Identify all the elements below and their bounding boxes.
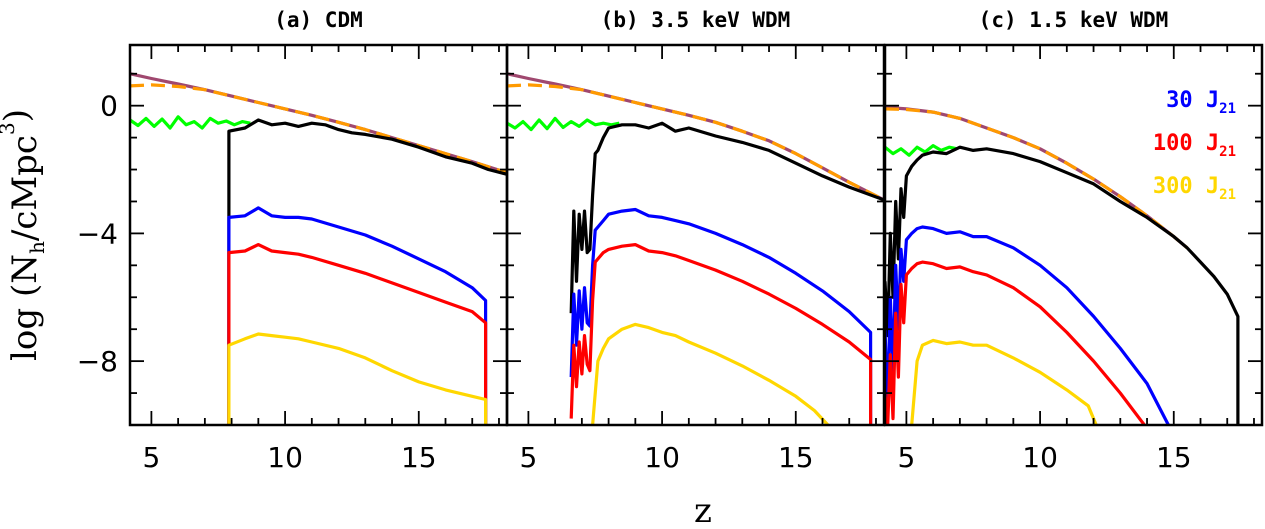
legend-label: 300 J bbox=[1153, 174, 1219, 199]
series-group bbox=[885, 105, 1240, 425]
series-line-black bbox=[227, 118, 507, 425]
x-tick-label: 10 bbox=[267, 441, 303, 474]
panel-frame bbox=[128, 43, 509, 427]
panel-frame bbox=[883, 43, 1264, 427]
y-axis-label: log (Nh/cMpc3) bbox=[0, 109, 49, 361]
series-line-j100 bbox=[569, 243, 873, 425]
y-axis-label-text: log (Nh/cMpc3) bbox=[0, 109, 49, 361]
panel-title: (a) CDM bbox=[274, 8, 363, 32]
x-tick-label: 10 bbox=[644, 441, 680, 474]
legend-entry: 100 J21 bbox=[1153, 131, 1236, 160]
series-line-black bbox=[885, 145, 1240, 425]
series-line-green bbox=[885, 144, 958, 157]
series-line-total_dashed bbox=[507, 83, 884, 202]
series-line-j300 bbox=[591, 322, 830, 425]
series-group bbox=[507, 72, 884, 425]
x-tick-label: 15 bbox=[401, 441, 437, 474]
series-line-green bbox=[507, 116, 620, 132]
y-axis-label-part: /cMpc bbox=[5, 135, 45, 241]
x-tick-label: 15 bbox=[778, 441, 814, 474]
x-tick-label: 15 bbox=[1156, 441, 1192, 474]
series-line-j300 bbox=[910, 338, 1098, 425]
series-line-green bbox=[130, 115, 251, 130]
series-line-total_solid bbox=[507, 72, 884, 202]
series-line-j100 bbox=[227, 243, 488, 425]
panel-title: (b) 3.5 keV WDM bbox=[601, 8, 791, 32]
x-tick-label: 10 bbox=[1022, 441, 1058, 474]
legend-entry: 30 J21 bbox=[1166, 88, 1236, 117]
legend-subscript: 21 bbox=[1219, 144, 1236, 160]
panel-frame bbox=[505, 43, 886, 427]
x-tick-label: 5 bbox=[897, 441, 915, 474]
panel-3: (c) 1.5 keV WDM 5 10 15 bbox=[883, 8, 1264, 474]
legend-subscript: 21 bbox=[1219, 101, 1236, 117]
panel-1: (a) CDM 5 10 15 0 −4 −8 bbox=[77, 8, 509, 474]
y-axis-label-part: log (N bbox=[5, 254, 45, 361]
legend-label: 30 J bbox=[1166, 88, 1219, 113]
series-line-j30 bbox=[885, 225, 1170, 425]
legend-label: 100 J bbox=[1153, 131, 1219, 156]
series-line-black bbox=[569, 121, 884, 314]
y-axis-label-part: 3 bbox=[0, 122, 19, 135]
series-line-total_solid bbox=[130, 72, 507, 175]
series-line-j300 bbox=[227, 332, 488, 425]
legend-entry: 300 J21 bbox=[1153, 174, 1236, 203]
y-tick-label: 0 bbox=[100, 90, 118, 123]
legend-subscript: 21 bbox=[1219, 187, 1236, 203]
y-axis-label-part: h bbox=[25, 241, 49, 254]
panel-2: (b) 3.5 keV WDM 5 10 15 bbox=[505, 8, 886, 474]
x-tick-label: 5 bbox=[519, 441, 537, 474]
x-tick-label: 5 bbox=[142, 441, 160, 474]
y-tick-label: −4 bbox=[77, 217, 118, 250]
series-line-j100 bbox=[885, 260, 1146, 425]
series-line-j30 bbox=[569, 207, 873, 425]
y-tick-label: −8 bbox=[77, 345, 118, 378]
series-group bbox=[130, 72, 507, 425]
series-line-total_dashed bbox=[885, 107, 1189, 250]
series-line-j30 bbox=[227, 206, 488, 425]
panel-title: (c) 1.5 keV WDM bbox=[979, 8, 1169, 32]
y-axis-label-part: ) bbox=[0, 109, 37, 122]
x-axis-label: z bbox=[694, 491, 712, 529]
